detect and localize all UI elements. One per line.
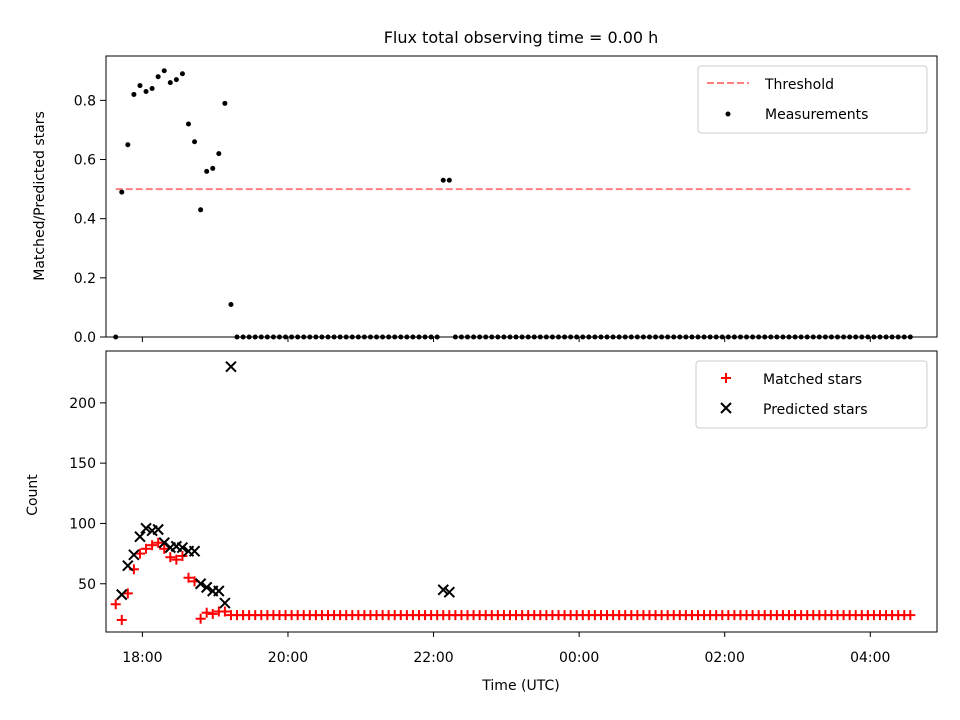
predicted-star-point (225, 360, 237, 373)
measurement-point (198, 207, 204, 213)
predicted-star-point (188, 545, 201, 557)
matched-star-point (219, 606, 230, 617)
measurement-point (446, 177, 452, 183)
x-tick-label: 20:00 (268, 650, 308, 666)
matched-star-point (134, 548, 145, 559)
predicted-star-point (128, 549, 140, 561)
bottom-legend: Matched stars Predicted stars (695, 360, 928, 429)
legend-predicted-label: Predicted stars (763, 402, 868, 418)
measurement-point (161, 68, 167, 74)
top-legend: Threshold Measurements (697, 65, 928, 134)
predicted-star-point (194, 578, 207, 590)
top-axes-frame (105, 55, 938, 338)
matched-star-point (141, 543, 152, 554)
predicted-star-point (140, 522, 152, 534)
predicted-star-point (443, 586, 456, 598)
bottom-axes-frame (105, 350, 938, 633)
predicted-star-point (213, 585, 225, 597)
matched-star-point (171, 554, 182, 565)
matched-star-point (122, 588, 133, 599)
bottom-y-tick-label: 200 (69, 396, 96, 412)
predicted-star-point (176, 541, 189, 554)
measurement-point (179, 71, 185, 77)
matched-star-point (207, 608, 218, 619)
legend-matched-label: Matched stars (763, 372, 862, 388)
bottom-y-tick-label: 50 (78, 577, 96, 593)
measurement-point (210, 165, 216, 171)
bottom-panel: 50 100 150 200 18:00 20:00 22:00 00:00 02:00 04:… (25, 350, 938, 694)
x-tick-label: 18:00 (122, 650, 162, 666)
matched-star-point (116, 614, 127, 625)
top-x-axis (141, 337, 871, 342)
measurement-point (119, 189, 125, 195)
measurement-point (173, 77, 179, 83)
matched-star-point (165, 552, 176, 563)
bottom-y-tick-label: 100 (69, 516, 96, 532)
matched-star-point (159, 543, 170, 554)
measurement-point (192, 139, 198, 145)
predicted-star-point (134, 531, 146, 543)
predicted-star-point (437, 584, 449, 596)
matched-star-point (110, 599, 121, 610)
matched-star-point (147, 540, 158, 551)
legend-predicted-marker (720, 402, 732, 414)
top-y-tick-label: 0.8 (74, 93, 96, 109)
matched-star-point (201, 607, 212, 618)
measurement-point (143, 88, 149, 94)
bottom-y-axis: 50 100 150 200 (69, 396, 106, 593)
top-legend-box (697, 65, 928, 134)
measurement-point (185, 121, 191, 127)
bottom-x-axis: 18:00 20:00 22:00 00:00 02:00 04:00 (122, 632, 890, 666)
measurement-point (137, 83, 143, 89)
measurement-point (228, 301, 234, 307)
measurement-point (440, 177, 446, 183)
top-panel: 0.00.20.40.60.8 Matched/Predicted stars … (32, 55, 938, 346)
legend-matched-marker (721, 373, 731, 383)
predicted-star-point (122, 559, 134, 572)
top-y-tick-label: 0.2 (74, 271, 96, 287)
measurement-point (155, 74, 161, 80)
legend-measurements-label: Measurements (765, 107, 868, 123)
legend-x-glyph (720, 402, 732, 414)
top-y-tick-label: 0.0 (74, 330, 96, 346)
bottom-y-axis-label: Count (25, 474, 41, 516)
matched-star-point (183, 572, 194, 583)
measurement-point (222, 100, 228, 106)
measurement-point (216, 151, 222, 157)
x-tick-label: 00:00 (559, 650, 599, 666)
predicted-star-point (219, 597, 231, 609)
figure-title: Flux total observing time = 0.00 h (384, 28, 659, 47)
bottom-plot-marks (110, 360, 916, 625)
measurement-point (167, 80, 173, 86)
bottom-y-tick-label: 150 (69, 456, 96, 472)
top-y-tick-label: 0.4 (74, 212, 96, 228)
matched-star-point (905, 610, 916, 621)
measurement-point (125, 142, 131, 148)
x-tick-label: 04:00 (850, 650, 890, 666)
legend-plus-glyph (721, 373, 731, 383)
predicted-star-point (116, 588, 128, 601)
matched-star-point (195, 613, 206, 624)
measurement-point (131, 91, 137, 97)
measurement-point (204, 168, 210, 174)
predicted-star-point (200, 581, 213, 594)
x-axis-label: Time (UTC) (481, 678, 559, 694)
predicted-star-point (152, 523, 164, 536)
measurement-point (149, 86, 155, 92)
x-tick-label: 02:00 (705, 650, 745, 666)
x-tick-label: 22:00 (413, 650, 453, 666)
top-y-tick-label: 0.6 (74, 153, 96, 169)
top-y-axis-label: Matched/Predicted stars (32, 111, 48, 281)
matched-star-point (177, 551, 188, 562)
top-y-axis: 0.0 0.2 0.4 0.6 0.8 (74, 93, 106, 346)
legend-measurements-marker (725, 111, 731, 117)
matched-star-point (153, 537, 164, 548)
bottom-legend-box (695, 360, 928, 429)
legend-threshold-label: Threshold (764, 77, 834, 93)
